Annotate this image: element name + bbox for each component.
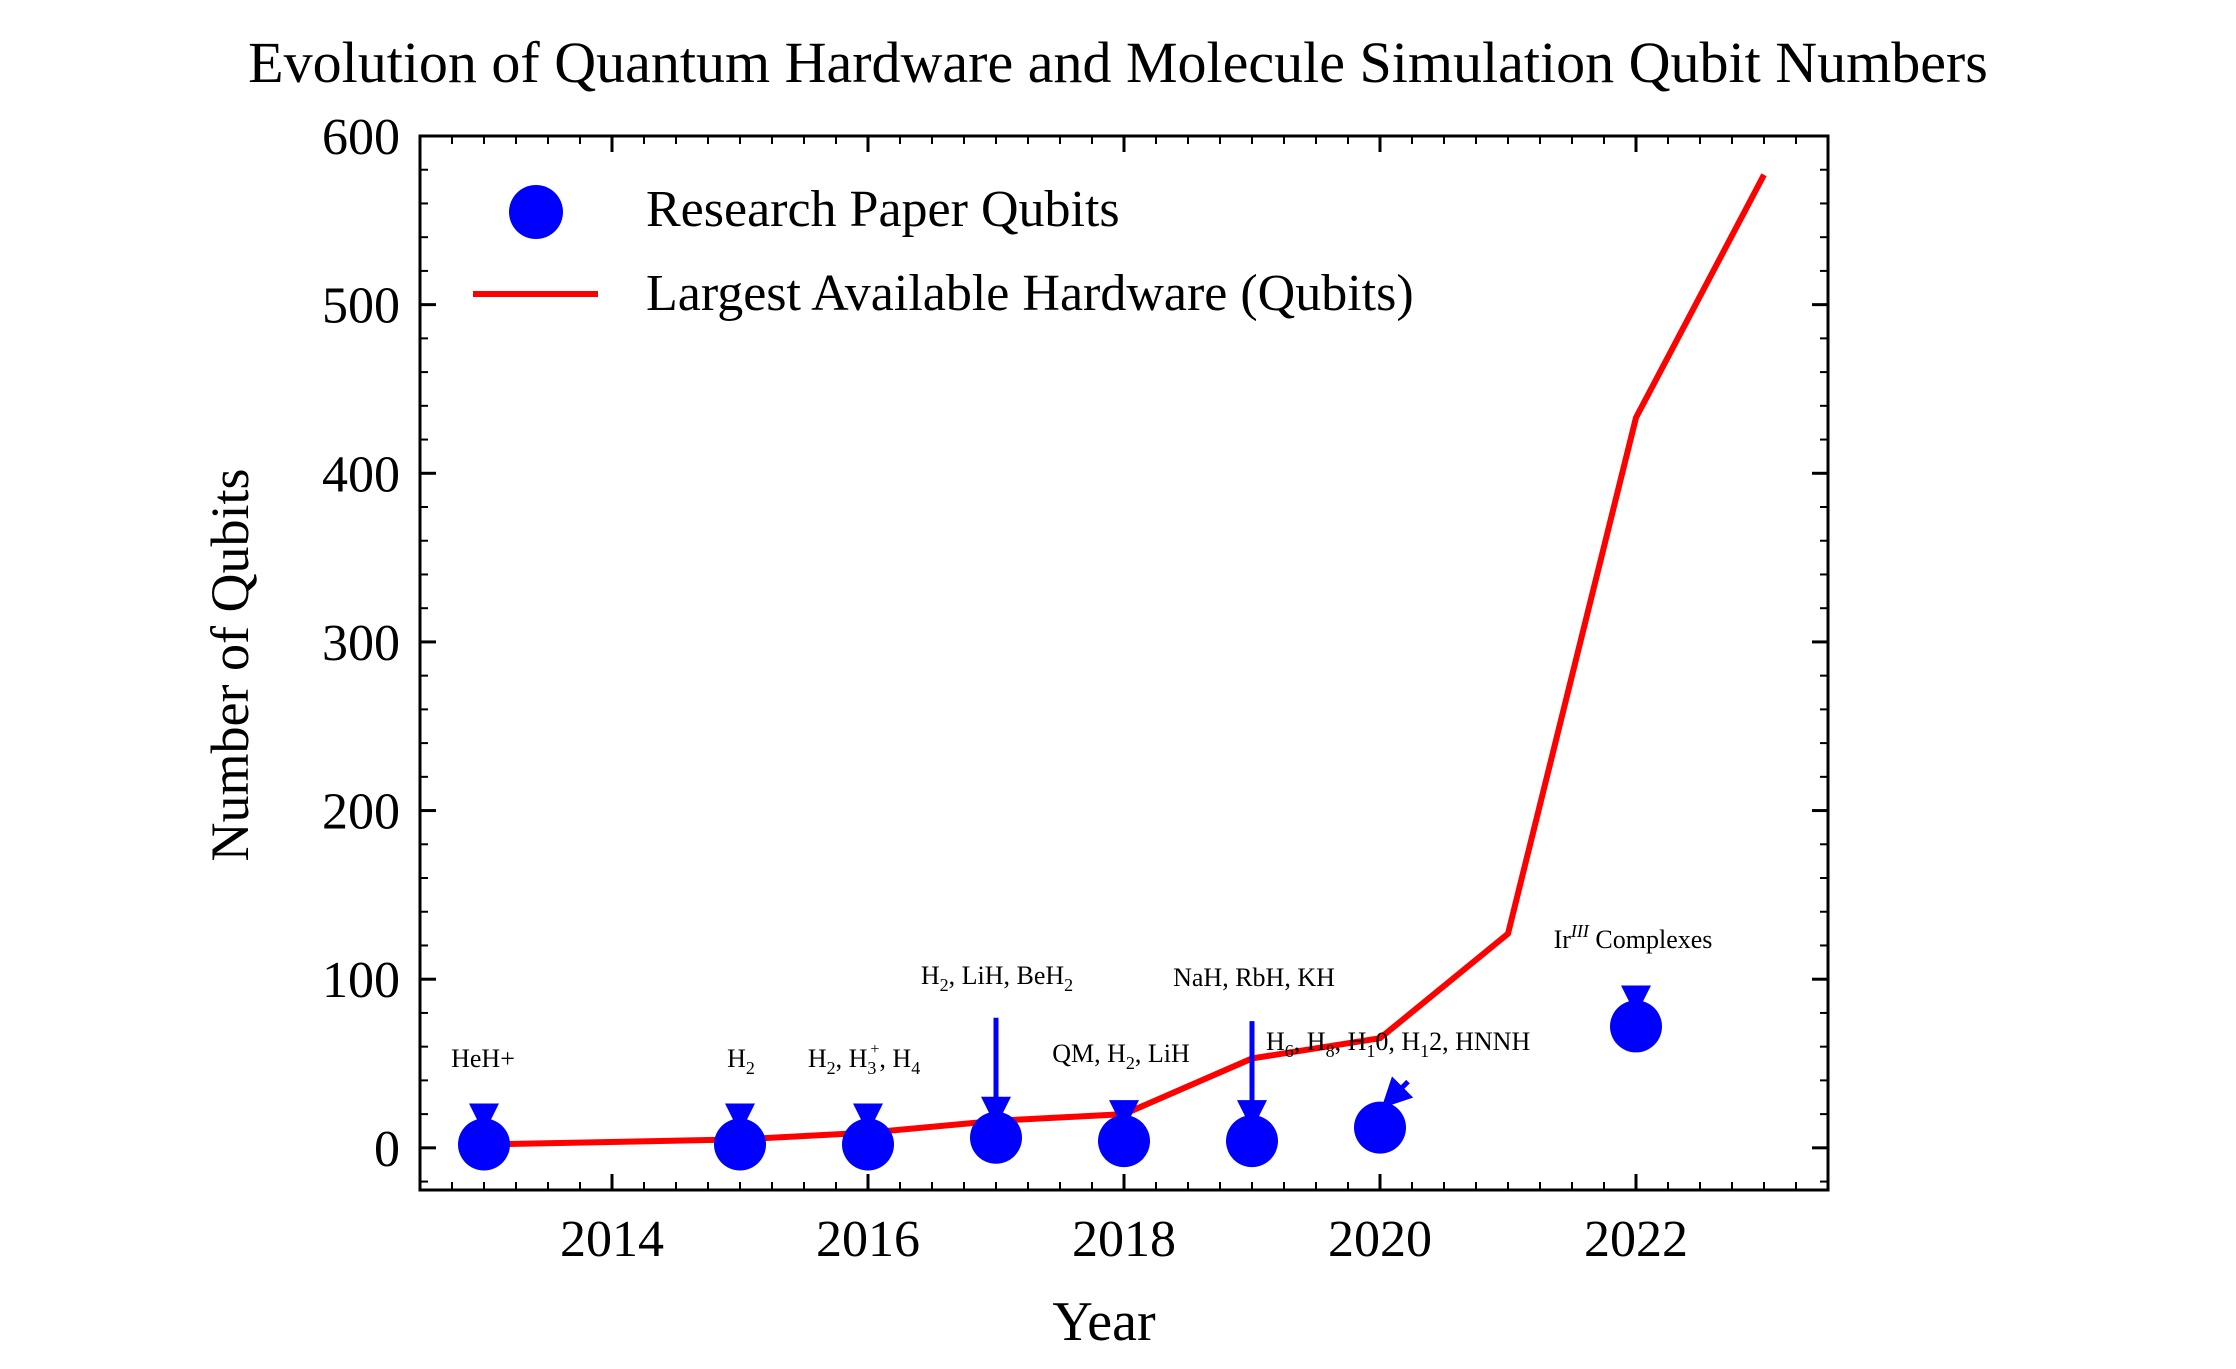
annotation-heh: HeH+	[451, 1044, 515, 1073]
research-point-2018	[1098, 1115, 1150, 1167]
annotation-h2lihbeh2-label: H2, LiH, BeH2	[921, 961, 1073, 995]
legend-marker-research	[509, 185, 563, 239]
series-layer	[458, 175, 1764, 1171]
x-tick-label-2022: 2022	[1584, 1211, 1688, 1268]
legend-label-hardware: Largest Available Hardware (Qubits)	[646, 265, 1414, 322]
annotation-ir: IrIII Complexes	[1554, 921, 1713, 954]
x-axis-label: Year	[1052, 1291, 1156, 1353]
annotation-qmh2lih: QM, H2, LiH	[1052, 1039, 1190, 1073]
annotation-h2-label: H2	[727, 1044, 755, 1078]
x-tick-label-2014: 2014	[560, 1211, 664, 1268]
research-arrow-2020	[1392, 1082, 1408, 1098]
annotation-h2lihbeh2: H2, LiH, BeH2	[921, 961, 1073, 995]
x-tick-label-2016: 2016	[816, 1211, 920, 1268]
y-tick-label-300: 300	[322, 615, 400, 672]
y-tick-label-500: 500	[322, 278, 400, 335]
research-point-2015	[714, 1118, 766, 1170]
y-axis-label: Number of Qubits	[200, 469, 260, 862]
research-point-2016	[842, 1118, 894, 1170]
chart-title: Evolution of Quantum Hardware and Molecu…	[248, 30, 1988, 95]
annotation-h2h3h4: H2, H3+, H4	[808, 1041, 920, 1078]
y-tick-label-400: 400	[322, 446, 400, 503]
y-tick-label-0: 0	[374, 1121, 400, 1178]
legend-label-research: Research Paper Qubits	[646, 181, 1120, 238]
annotation-layer: HeH+ H2 H2, H3+, H4 H2, LiH, BeH2 QM, H2…	[451, 921, 1712, 1078]
annotation-nahrbhkh-label: NaH, RbH, KH	[1173, 963, 1335, 992]
annotation-h2h3h4-label: H2, H3+, H4	[808, 1041, 920, 1078]
research-point-2017	[970, 1112, 1022, 1164]
research-point-2019	[1226, 1115, 1278, 1167]
research-point-2020	[1354, 1102, 1406, 1154]
annotation-qmh2lih-label: QM, H2, LiH	[1052, 1039, 1190, 1073]
annotation-hchain-label: H6, H8, H10, H12, HNNH	[1266, 1027, 1530, 1061]
annotation-ir-label: IrIII Complexes	[1554, 921, 1713, 954]
y-tick-label-100: 100	[322, 952, 400, 1009]
y-tick-label-600: 600	[322, 109, 400, 166]
y-tick-label-200: 200	[322, 784, 400, 841]
annotation-hchain: H6, H8, H10, H12, HNNH	[1266, 1027, 1530, 1061]
research-point-2022	[1610, 1000, 1662, 1052]
research-point-2013	[458, 1118, 510, 1170]
x-tick-label-2018: 2018	[1072, 1211, 1176, 1268]
annotation-nahrbhkh: NaH, RbH, KH	[1173, 963, 1335, 992]
x-tick-label-2020: 2020	[1328, 1211, 1432, 1268]
annotation-heh-label: HeH+	[451, 1044, 515, 1073]
annotation-h2: H2	[727, 1044, 755, 1078]
legend: Research Paper Qubits Largest Available …	[473, 181, 1414, 322]
